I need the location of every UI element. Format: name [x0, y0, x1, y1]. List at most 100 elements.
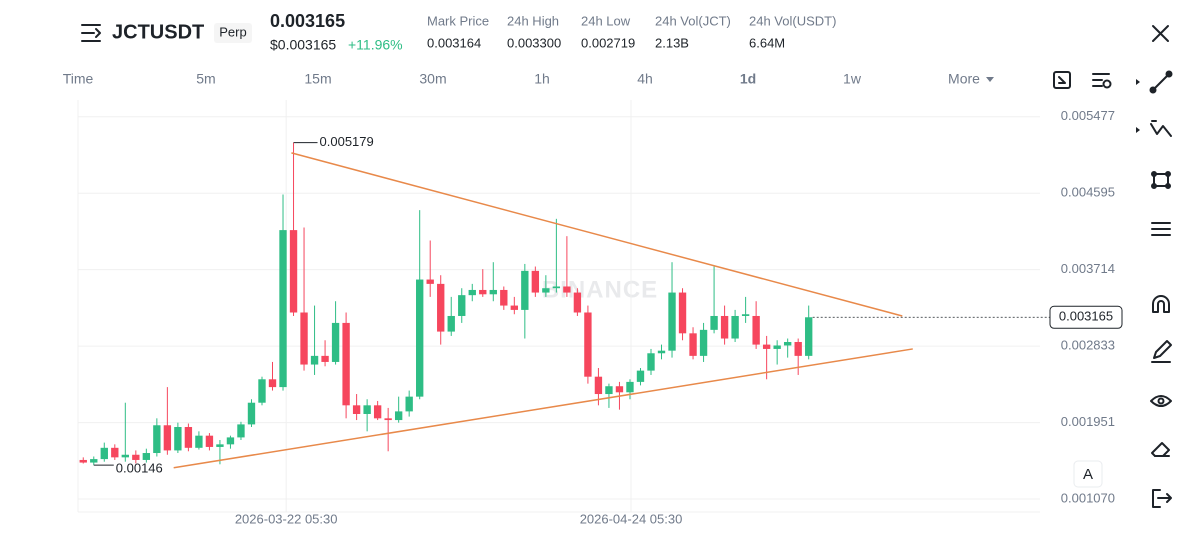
candle-body	[521, 270, 529, 310]
candle-body	[426, 279, 434, 284]
timeframe[interactable]: 1d	[740, 71, 756, 87]
candle-body	[226, 437, 235, 445]
candle-body	[100, 447, 108, 460]
candle-body	[762, 344, 771, 349]
candle-body	[132, 454, 140, 460]
candle-body	[300, 312, 308, 365]
menu-icon[interactable]	[81, 24, 101, 42]
candle-body	[205, 435, 214, 447]
candle-body	[668, 292, 676, 351]
change: +11.96%	[348, 37, 403, 53]
candle-body	[552, 286, 561, 289]
trendline	[173, 348, 913, 469]
expand-arrow	[1136, 127, 1140, 133]
pattern-tool[interactable]	[1151, 171, 1171, 189]
candle-body	[489, 289, 497, 295]
candle-body	[458, 295, 466, 316]
candle-body	[794, 341, 802, 356]
candle-body	[500, 289, 508, 306]
exit-tool[interactable]	[1152, 489, 1172, 508]
y-tick-label: 0.003714	[1061, 261, 1115, 276]
eraser-tool[interactable]	[1151, 442, 1170, 457]
candle-body	[657, 350, 666, 354]
line-tool[interactable]	[1149, 70, 1173, 94]
candle-body	[79, 459, 87, 463]
candle-body	[563, 286, 571, 293]
symbol[interactable]: JCTUSDT	[112, 21, 204, 43]
timeframe[interactable]: 30m	[419, 71, 446, 87]
candle-body	[626, 381, 634, 393]
stat-value: 6.64M	[749, 35, 785, 50]
timeframe[interactable]: 4h	[637, 71, 653, 87]
timeframe[interactable]: 5m	[196, 71, 215, 87]
candle-body	[710, 315, 718, 330]
y-tick-label: 0.002833	[1061, 338, 1115, 353]
timeframe[interactable]: 1w	[843, 71, 862, 87]
auto-button-bg[interactable]	[1073, 460, 1103, 488]
candle-body	[384, 418, 392, 421]
candle-body	[479, 289, 487, 295]
candle-body	[720, 315, 729, 339]
timeframe[interactable]: 15m	[304, 71, 331, 87]
stat-label: 24h Vol(JCT)	[655, 13, 731, 28]
layout-icon[interactable]	[1053, 71, 1071, 89]
candle-body	[289, 230, 298, 313]
low-label: 0.00146	[116, 461, 163, 476]
candle-body	[90, 459, 98, 463]
price-usd: $0.003165	[270, 37, 336, 53]
timeframe[interactable]: Time	[63, 71, 94, 87]
candle-body	[437, 283, 445, 332]
pen-tool[interactable]	[1151, 340, 1172, 363]
candle-body	[352, 405, 361, 414]
candle-body	[510, 305, 518, 310]
candle-body	[699, 329, 708, 356]
fib-tool[interactable]	[1150, 120, 1172, 137]
candle-body	[447, 315, 455, 332]
candle-body	[310, 355, 319, 365]
auto-button[interactable]: A	[1083, 466, 1093, 483]
tools-tool[interactable]	[1151, 222, 1171, 236]
candle-body	[394, 411, 403, 421]
settings-icon[interactable]	[1092, 73, 1112, 89]
candle-body	[647, 353, 655, 371]
candle-body	[416, 279, 424, 397]
candle-body	[468, 289, 476, 296]
candle-body	[531, 270, 540, 293]
candle-body	[121, 454, 129, 458]
candle-body	[689, 333, 697, 356]
candle-body	[594, 376, 603, 395]
candle-body	[773, 345, 781, 349]
stat-label: 24h Vol(USDT)	[749, 13, 836, 28]
candle-body	[605, 386, 613, 395]
expand-arrow	[1136, 79, 1140, 85]
candle-body	[268, 379, 277, 388]
y-tick-label: 0.005477	[1061, 108, 1115, 123]
stat-value: 0.003164	[427, 35, 481, 50]
candle-body	[331, 322, 340, 362]
candle-body	[195, 435, 203, 448]
y-tick-label: 0.001951	[1061, 414, 1115, 429]
timeframe[interactable]: More	[948, 71, 980, 87]
candle-body	[584, 312, 592, 377]
candle-body	[153, 425, 161, 454]
badge: Perp	[219, 24, 246, 39]
candle-body	[342, 322, 350, 406]
candle-body	[752, 315, 760, 345]
more-arrow	[986, 77, 994, 82]
candle-body	[542, 288, 550, 293]
candle-body	[731, 315, 739, 339]
candle-body	[184, 426, 193, 448]
eye-tool[interactable]	[1150, 395, 1172, 407]
close-icon[interactable]	[1152, 25, 1169, 42]
last-price-label: 0.003165	[1059, 309, 1113, 324]
watermark: BINANCE	[542, 276, 658, 303]
candle-body	[615, 386, 624, 393]
magnet-tool[interactable]	[1152, 295, 1170, 313]
candle-body	[783, 341, 792, 346]
candle-body	[373, 405, 382, 419]
candle-body	[573, 292, 582, 313]
timeframe[interactable]: 1h	[534, 71, 550, 87]
candle-body	[258, 379, 266, 403]
stat-label: Mark Price	[427, 13, 489, 28]
